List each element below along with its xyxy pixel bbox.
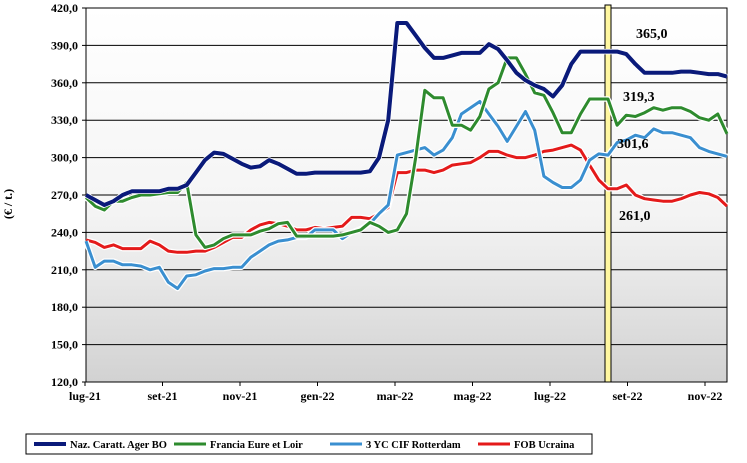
x-tick-label: lug-21 [69, 389, 101, 403]
y-tick-label: 300,0 [51, 151, 78, 165]
end-value-label: 319,3 [623, 90, 655, 105]
y-tick-label: 390,0 [51, 38, 78, 52]
series-line [85, 143, 729, 254]
x-tick-label: set-22 [613, 389, 643, 403]
series-lines [83, 20, 730, 292]
y-axis-ticks: 420,0 390,0 360,0 330,0 300,0 270,0 240,0 210,0… [51, 1, 86, 389]
end-value-label: 301,6 [617, 137, 649, 152]
x-tick-label: mar-22 [377, 389, 414, 403]
highlight-band-rect [604, 4, 612, 383]
y-tick-label: 120,0 [51, 375, 78, 389]
x-tick-label: set-21 [148, 389, 178, 403]
x-tick-label: nov-21 [223, 389, 258, 403]
end-value-label: 365,0 [636, 27, 668, 42]
x-axis-ticks: lug-21 set-21 nov-21 gen-22 mar-22 mag-22 lug-… [69, 382, 722, 403]
highlight-band [604, 4, 612, 383]
y-tick-label: 270,0 [51, 188, 78, 202]
x-tick-label: nov-22 [688, 389, 723, 403]
legend-label: FOB Ucraina [514, 440, 575, 451]
y-tick-label: 420,0 [51, 1, 78, 15]
x-tick-label: gen-22 [301, 389, 335, 403]
y-tick-label: 330,0 [51, 113, 78, 127]
series-line [84, 56, 729, 249]
y-tick-label: 150,0 [51, 338, 78, 352]
legend-box [25, 433, 593, 455]
end-value-label: 261,0 [619, 209, 651, 224]
x-tick-label: mag-22 [454, 389, 492, 403]
y-tick-label: 240,0 [51, 225, 78, 239]
end-labels: 365,0 319,3 301,6 261,0 [617, 27, 668, 224]
legend: Naz. Caratt. Ager BO Francia Eure et Loir… [25, 433, 593, 455]
grid [86, 44, 727, 346]
x-tick-label: lug-22 [534, 389, 566, 403]
y-tick-label: 210,0 [51, 263, 78, 277]
legend-label: Naz. Caratt. Ager BO [70, 440, 167, 451]
y-tick-label: 360,0 [51, 76, 78, 90]
y-tick-label: 180,0 [51, 300, 78, 314]
series-line [85, 21, 728, 207]
series-line [84, 100, 728, 290]
legend-label: Francia Eure et Loir [210, 440, 303, 451]
y-axis-label: (€ / t.) [1, 189, 15, 219]
legend-label: 3 YC CIF Rotterdam [366, 440, 461, 451]
